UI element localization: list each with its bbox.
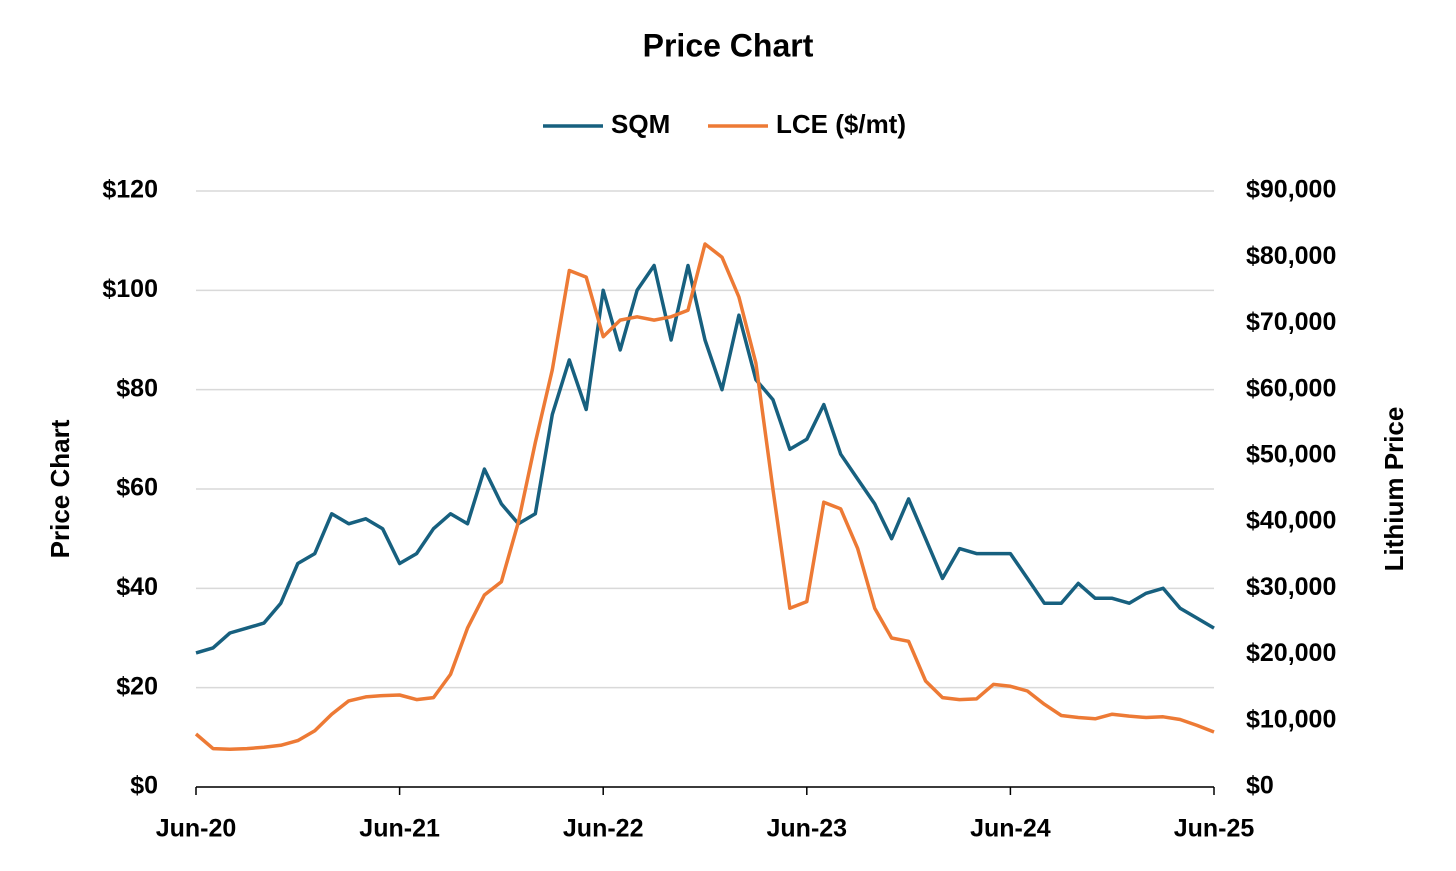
x-tick-label: Jun-21 [359, 815, 440, 843]
chart-title: Price Chart [643, 27, 814, 63]
y2-tick-label: $40,000 [1246, 507, 1336, 535]
series-line [195, 263, 1215, 655]
y-tick-label: $60 [116, 474, 158, 502]
y-axis-label: Price Chart [45, 419, 75, 558]
y2-tick-label: $60,000 [1246, 374, 1336, 402]
y-tick-label: $0 [130, 772, 158, 800]
x-tick-label: Jun-24 [970, 815, 1051, 843]
y-tick-label: $20 [116, 672, 158, 700]
x-tick-label: Jun-25 [1174, 815, 1255, 843]
y-tick-label: $80 [116, 374, 158, 402]
y-tick-label: $40 [116, 573, 158, 601]
legend-label: SQM [611, 109, 670, 139]
legend-label: LCE ($/mt) [776, 109, 906, 139]
y2-tick-label: $80,000 [1246, 242, 1336, 270]
y2-tick-label: $90,000 [1246, 176, 1336, 204]
y2-tick-label: $20,000 [1246, 639, 1336, 667]
y2-tick-label: $30,000 [1246, 573, 1336, 601]
y2-tick-label: $0 [1246, 772, 1274, 800]
y-tick-label: $120 [102, 176, 158, 204]
x-tick-label: Jun-22 [563, 815, 644, 843]
x-tick-label: Jun-20 [156, 815, 237, 843]
series-line [194, 242, 1215, 752]
y2-tick-label: $70,000 [1246, 308, 1336, 336]
y2-tick-label: $50,000 [1246, 440, 1336, 468]
y2-tick-label: $10,000 [1246, 705, 1336, 733]
y2-axis-label: Lithium Price [1379, 407, 1409, 572]
x-tick-label: Jun-23 [767, 815, 848, 843]
y-tick-label: $100 [102, 275, 158, 303]
